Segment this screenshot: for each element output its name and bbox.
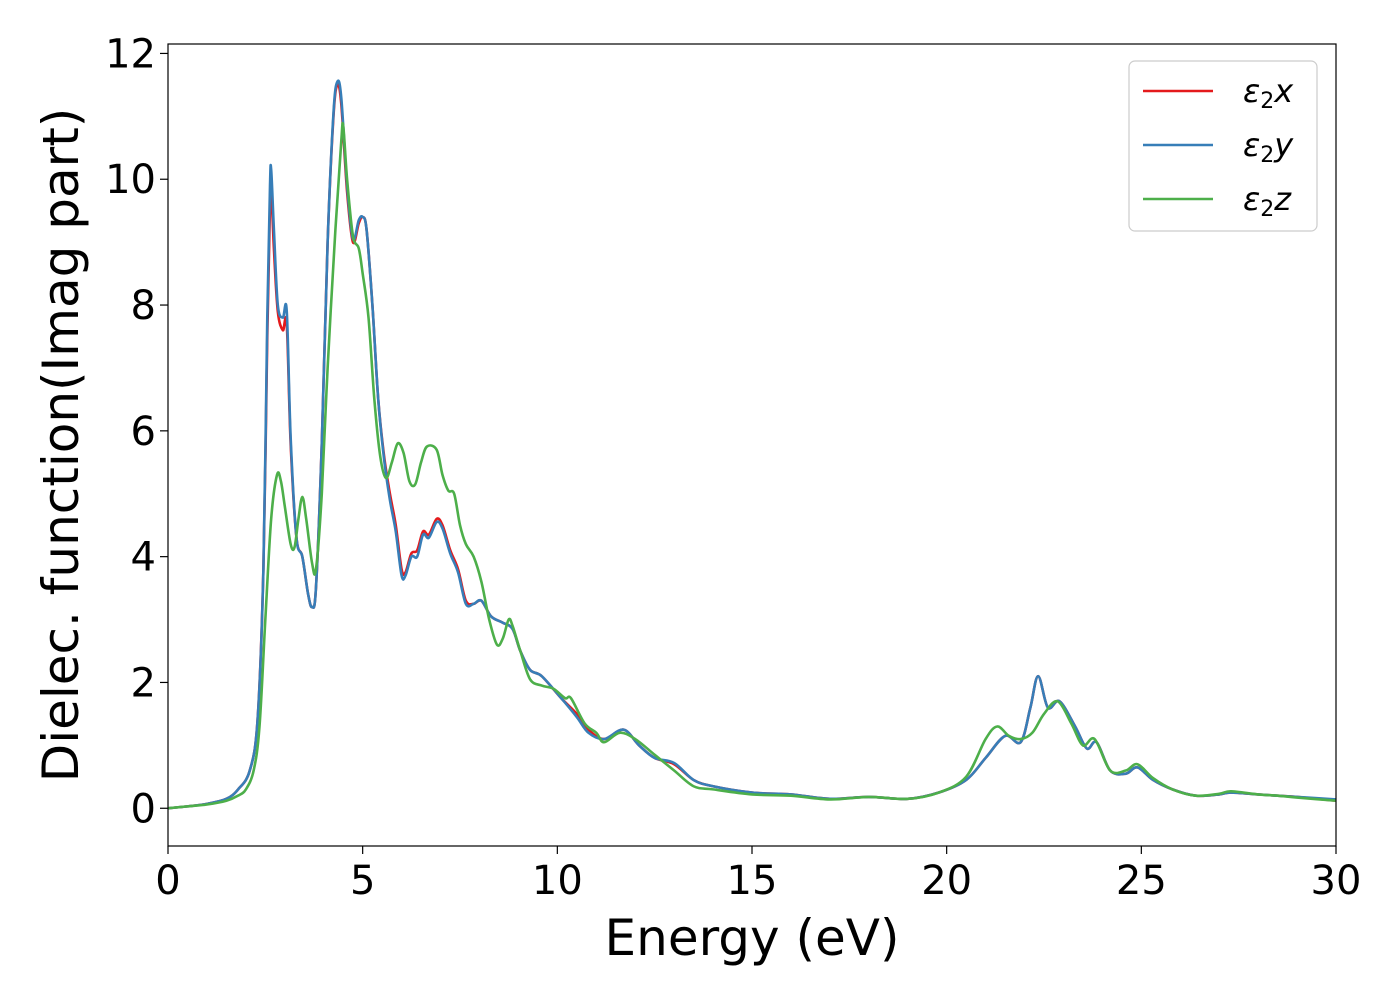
y-tick-label: 2 — [131, 660, 156, 706]
x-tick-label: 30 — [1311, 858, 1362, 904]
y-tick-label: 6 — [131, 409, 156, 455]
series-layer — [167, 79, 1337, 810]
legend-label-y: ε2y — [1243, 126, 1294, 168]
y-tick-label: 0 — [131, 786, 156, 832]
x-axis-title: Energy (eV) — [605, 909, 900, 967]
x-tick-label: 0 — [155, 858, 180, 904]
y-tick-label: 4 — [131, 535, 156, 581]
series-line-y — [167, 79, 1337, 810]
x-tick-label: 25 — [1116, 858, 1167, 904]
x-tick-label: 15 — [727, 858, 778, 904]
y-axis: 0 2 4 6 8 10 12 — [105, 31, 168, 832]
legend-box — [1128, 60, 1318, 232]
y-tick-label: 12 — [105, 31, 156, 77]
y-tick-label: 10 — [105, 157, 156, 203]
series-line-z — [167, 121, 1337, 810]
x-tick-label: 5 — [350, 858, 375, 904]
legend: ε2x ε2y ε2z — [1128, 60, 1318, 232]
x-tick-label: 20 — [921, 858, 972, 904]
y-axis-title: Dielec. function(Imag part) — [32, 108, 90, 783]
legend-label-x: ε2x — [1243, 72, 1294, 114]
y-tick-label: 8 — [131, 283, 156, 329]
x-tick-label: 10 — [532, 858, 583, 904]
legend-label-z: ε2z — [1243, 180, 1292, 222]
x-axis: 0 5 10 15 20 25 30 — [155, 846, 1361, 904]
